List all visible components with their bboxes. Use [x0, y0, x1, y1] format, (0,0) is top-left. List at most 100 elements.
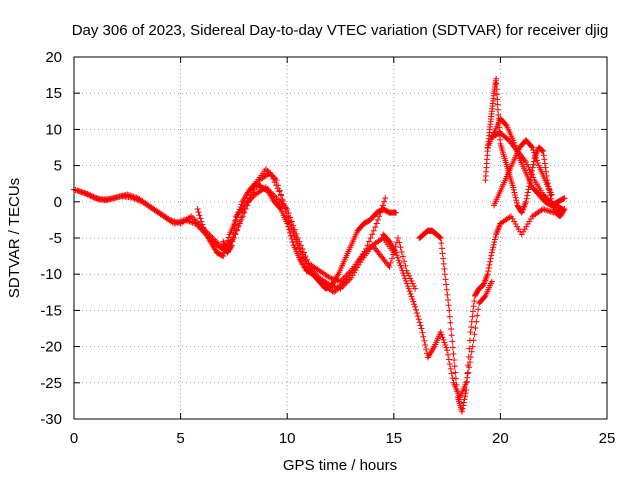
data-point: [466, 345, 473, 352]
data-point: [494, 96, 501, 103]
data-point: [410, 283, 417, 290]
data-point: [468, 318, 475, 325]
data-point: [538, 147, 545, 154]
data-point: [231, 225, 238, 232]
data-point: [510, 184, 517, 191]
data-point: [409, 280, 416, 287]
x-tick-label: 5: [176, 430, 184, 447]
data-point: [284, 220, 291, 227]
data-point: [445, 297, 452, 304]
data-point: [462, 393, 469, 400]
data-point: [465, 362, 472, 369]
chart-title: Day 306 of 2023, Sidereal Day-to-day VTE…: [72, 22, 609, 39]
data-point: [493, 80, 500, 87]
data-point: [288, 236, 295, 243]
data-point: [194, 206, 201, 213]
data-point: [220, 253, 227, 260]
data-point: [539, 147, 546, 154]
data-point: [404, 283, 411, 290]
data-point: [224, 237, 231, 244]
data-point: [413, 306, 420, 313]
data-point: [273, 182, 280, 189]
data-point: [452, 369, 459, 376]
data-point: [286, 229, 293, 236]
y-tick-label: -5: [49, 230, 62, 247]
data-point: [370, 227, 377, 234]
data-point: [488, 278, 495, 285]
data-point: [524, 192, 531, 199]
data-point: [448, 370, 455, 377]
data-point: [559, 206, 566, 213]
data-point: [469, 313, 476, 320]
y-tick-label: 5: [54, 158, 62, 175]
data-point: [471, 331, 478, 338]
data-point: [541, 160, 548, 167]
data-point: [492, 233, 499, 240]
y-tick-label: 20: [45, 49, 62, 66]
data-point: [372, 224, 379, 231]
data-point: [271, 179, 278, 186]
data-point: [523, 195, 530, 202]
data-point: [229, 233, 236, 240]
data-point: [408, 293, 415, 300]
data-point: [229, 238, 236, 245]
data-point: [395, 235, 402, 241]
data-point: [447, 365, 454, 372]
data-point: [437, 329, 444, 336]
data-point: [529, 171, 536, 178]
data-point: [276, 205, 283, 212]
data-point: [232, 217, 239, 224]
data-point: [510, 186, 517, 193]
data-point: [439, 250, 446, 257]
data-point: [401, 272, 408, 279]
data-point: [403, 280, 410, 287]
data-point: [408, 277, 415, 284]
data-point: [530, 158, 537, 165]
data-point: [394, 254, 401, 261]
data-point: [512, 192, 519, 199]
data-point: [289, 239, 296, 246]
data-point: [402, 275, 409, 282]
data-point: [469, 308, 476, 315]
series-arc-4: [220, 184, 419, 292]
series-arc-3: [194, 180, 399, 292]
data-point: [526, 166, 533, 173]
data-point: [416, 319, 423, 326]
data-point: [494, 106, 501, 113]
y-tick-label: 15: [45, 85, 62, 102]
data-point: [288, 218, 295, 225]
y-tick-label: -25: [40, 375, 62, 392]
data-point: [540, 152, 547, 159]
data-point: [373, 220, 380, 227]
data-point: [395, 257, 402, 264]
data-point: [524, 189, 531, 196]
data-point: [469, 343, 476, 350]
data-point: [300, 249, 307, 256]
data-point: [530, 147, 537, 154]
data-point: [397, 262, 404, 269]
data-point: [440, 255, 447, 262]
x-tick-label: 20: [492, 430, 509, 447]
data-point: [449, 344, 456, 351]
data-point: [423, 346, 430, 353]
data-point: [484, 271, 491, 278]
data-point: [381, 198, 388, 205]
data-point: [491, 236, 498, 243]
data-point: [409, 296, 416, 303]
data-point: [418, 325, 425, 332]
data-point: [302, 253, 309, 260]
data-point: [438, 331, 445, 338]
data-point: [488, 249, 495, 256]
data-point: [277, 191, 284, 198]
data-point: [290, 222, 297, 229]
data-point: [445, 302, 452, 309]
data-point: [441, 271, 448, 278]
data-point: [487, 258, 494, 265]
data-point: [522, 158, 529, 165]
data-point: [438, 245, 445, 252]
data-point: [522, 198, 529, 205]
data-point: [465, 369, 472, 376]
data-point: [443, 344, 450, 351]
y-tick-label: -20: [40, 339, 62, 356]
data-point: [415, 316, 422, 323]
